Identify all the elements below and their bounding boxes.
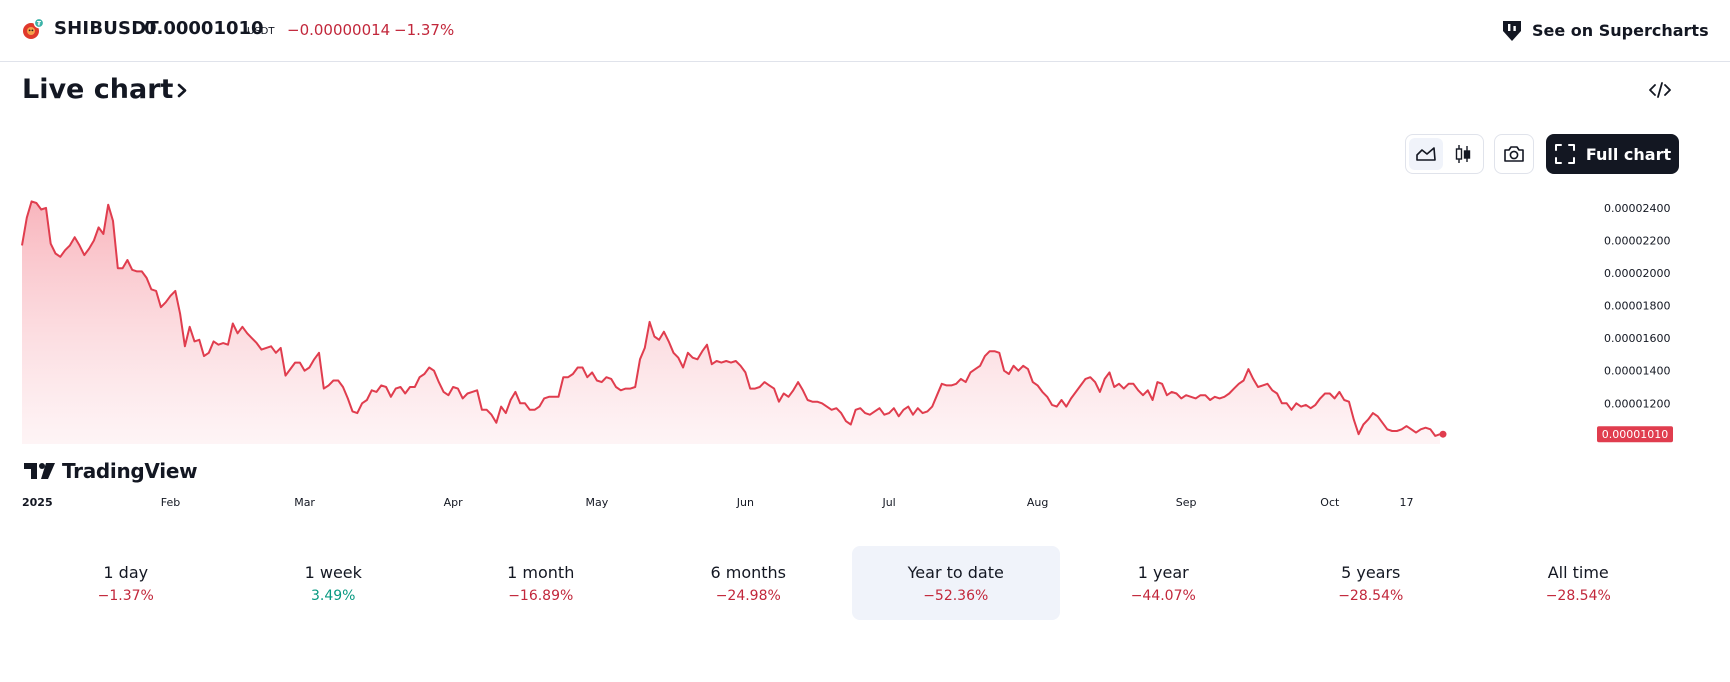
period-change-value: −28.54%	[1545, 587, 1611, 604]
full-chart-label: Full chart	[1585, 144, 1672, 164]
period-selector: 1 day −1.37% 1 week 3.49% 1 month −16.89% 6 mo…	[22, 546, 1682, 620]
period-label: 6 months	[710, 562, 787, 582]
embed-code-button[interactable]	[1646, 78, 1674, 102]
camera-icon	[1504, 146, 1524, 162]
live-chart-title: Live chart	[22, 74, 174, 105]
x-axis-tick-label: Mar	[294, 496, 315, 509]
y-axis-tick-label: 0.00002200	[1604, 235, 1670, 248]
period-tab-1-year[interactable]: 1 year −44.07%	[1060, 546, 1268, 620]
period-label: Year to date	[907, 562, 1004, 582]
y-axis-tick-label: 0.00002000	[1604, 267, 1670, 280]
price-series-line	[21, 200, 1441, 437]
symbol-header: ₮ SHIBUSDT 0.00001010 USDT −0.00000014 −…	[0, 0, 1730, 62]
x-axis-tick-label: May	[586, 496, 609, 509]
period-label: 1 month	[507, 562, 575, 582]
y-axis-tick-label: 0.00001200	[1604, 397, 1670, 410]
period-tab-1-day[interactable]: 1 day −1.37%	[22, 546, 230, 620]
svg-text:₮: ₮	[37, 20, 42, 27]
candlestick-icon	[1456, 145, 1471, 163]
x-axis-tick-label: Jul	[881, 496, 895, 509]
supercharts-label: See on Supercharts	[1532, 20, 1709, 40]
area-chart-icon	[1415, 147, 1436, 161]
period-change-value: 3.49%	[311, 587, 356, 604]
x-axis-tick-label: 17	[1400, 496, 1414, 509]
price-chart-svg[interactable]: 0.00002400 0.00002200 0.00002000 0.00001800…	[0, 186, 1730, 516]
y-axis-tick-label: 0.00001800	[1604, 300, 1670, 313]
candles-style-button[interactable]	[1447, 138, 1481, 170]
y-axis-tick-label: 0.00001400	[1604, 365, 1670, 378]
period-tab-year-to-date[interactable]: Year to date −52.36%	[852, 546, 1060, 620]
snapshot-button[interactable]	[1494, 134, 1534, 174]
supercharts-icon	[1503, 21, 1521, 41]
shiba-coin-icon: ₮	[23, 18, 44, 39]
x-axis-tick-label: 2025	[22, 496, 53, 509]
symbol-name[interactable]: SHIBUSDT	[54, 18, 159, 39]
tradingview-watermark[interactable]: TradingView	[24, 459, 198, 483]
code-icon	[1649, 82, 1671, 98]
last-price-dot	[1439, 430, 1447, 438]
y-axis-tick-label: 0.00002400	[1604, 202, 1670, 215]
price-change-percent: −1.37%	[394, 21, 455, 39]
period-tab-all-time[interactable]: All time −28.54%	[1475, 546, 1683, 620]
period-label: 1 week	[304, 562, 362, 582]
period-change-value: −28.54%	[1338, 587, 1404, 604]
y-axis-tick-label: 0.00001600	[1604, 332, 1670, 345]
period-change-value: −16.89%	[508, 587, 574, 604]
live-chart-link[interactable]: Live chart	[22, 74, 189, 105]
tradingview-name: TradingView	[62, 459, 198, 483]
see-on-supercharts-link[interactable]: See on Supercharts	[1500, 16, 1709, 44]
price-currency: USDT	[247, 26, 275, 37]
price-change-absolute: −0.00000014	[287, 21, 391, 39]
price-area-fill	[22, 201, 1440, 444]
period-tab-1-week[interactable]: 1 week 3.49%	[230, 546, 438, 620]
period-label: 1 year	[1137, 562, 1189, 582]
period-label: All time	[1547, 562, 1609, 582]
full-chart-button[interactable]: Full chart	[1546, 134, 1679, 174]
x-axis-tick-label: Feb	[161, 496, 180, 509]
area-style-button[interactable]	[1409, 138, 1443, 170]
period-change-value: −52.36%	[923, 587, 989, 604]
x-axis-tick-label: Sep	[1176, 496, 1197, 509]
x-axis-tick-label: Apr	[444, 496, 464, 509]
period-tab-6-months[interactable]: 6 months −24.98%	[645, 546, 853, 620]
chart-style-switcher	[1405, 134, 1484, 174]
period-tab-1-month[interactable]: 1 month −16.89%	[437, 546, 645, 620]
last-price-badge-label: 0.00001010	[1602, 428, 1668, 441]
last-price-badge	[1597, 426, 1673, 443]
x-axis-tick-label: Aug	[1027, 496, 1048, 509]
chevron-right-icon	[178, 83, 187, 97]
tradingview-logo-icon	[24, 463, 55, 479]
x-axis-tick-label: Oct	[1320, 496, 1340, 509]
period-tab-5-years[interactable]: 5 years −28.54%	[1267, 546, 1475, 620]
last-price: 0.00001010	[144, 18, 264, 39]
period-label: 1 day	[103, 562, 149, 582]
fullscreen-icon	[1554, 144, 1575, 164]
x-axis-tick-label: Jun	[736, 496, 754, 509]
period-change-value: −1.37%	[97, 587, 154, 604]
period-change-value: −44.07%	[1130, 587, 1196, 604]
period-change-value: −24.98%	[715, 587, 781, 604]
price-chart[interactable]: 0.00002400 0.00002200 0.00002000 0.00001800…	[0, 186, 1730, 516]
period-label: 5 years	[1341, 562, 1401, 582]
